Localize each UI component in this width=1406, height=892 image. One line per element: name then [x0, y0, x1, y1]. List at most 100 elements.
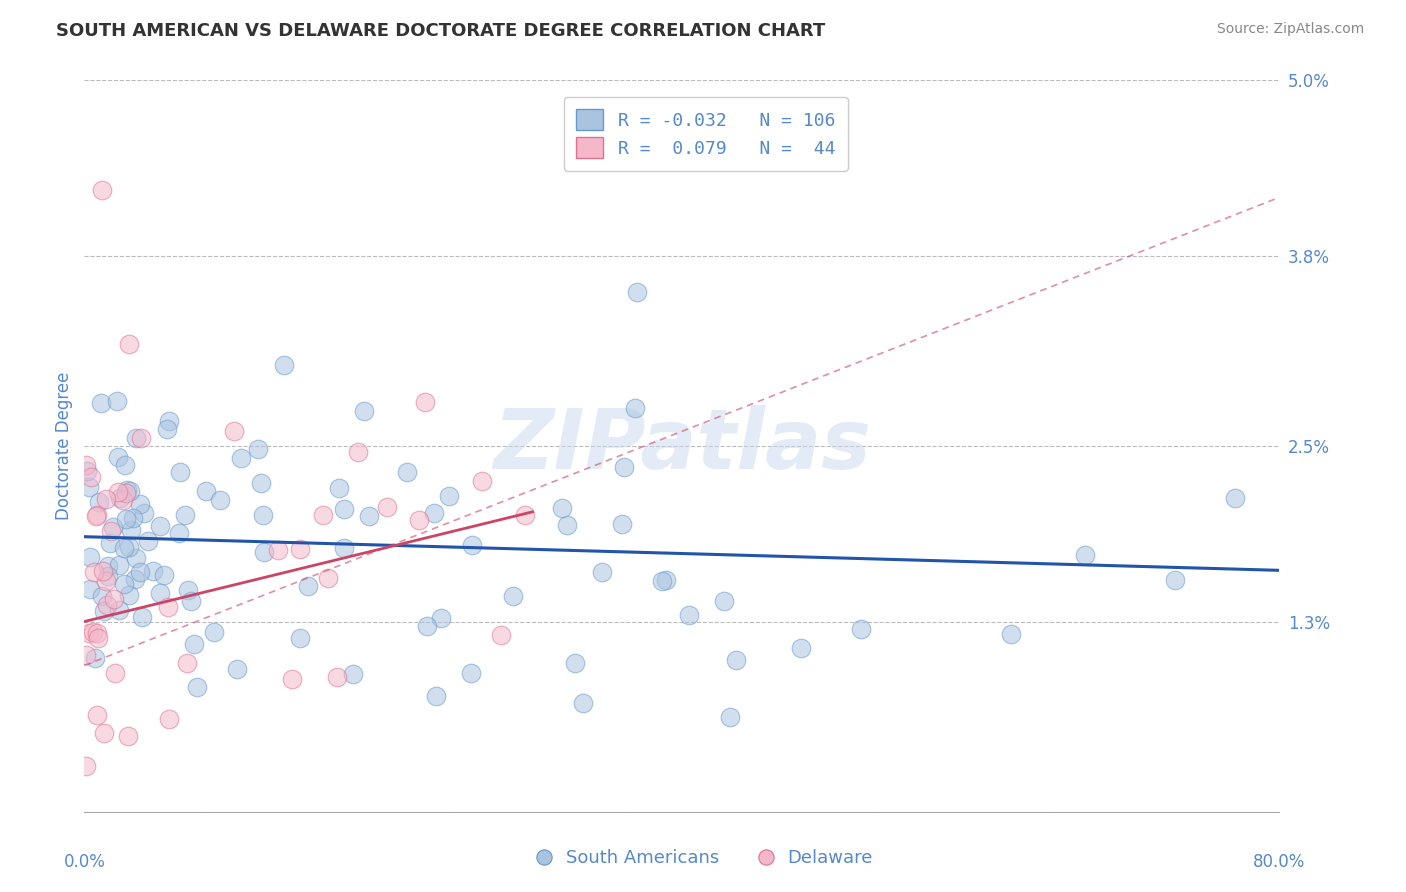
Point [312, 508, 335, 522]
Point [513, 508, 536, 523]
Point [250, 476, 273, 491]
Point [129, 431, 152, 445]
Point [100, 524, 122, 538]
Point [353, 404, 375, 418]
Point [177, 582, 200, 597]
Point [84, 509, 107, 524]
Point [121, 523, 143, 537]
Point [713, 594, 735, 608]
Point [316, 571, 339, 585]
Text: 0.0%: 0.0% [63, 853, 105, 871]
Point [131, 610, 153, 624]
Point [183, 636, 205, 650]
Point [115, 485, 138, 500]
Point [157, 712, 180, 726]
Point [328, 481, 350, 495]
Point [75, 648, 97, 662]
Point [332, 501, 354, 516]
Point [461, 538, 484, 552]
Point [149, 519, 172, 533]
Point [1223, 491, 1246, 505]
Point [104, 665, 127, 680]
Point [1000, 627, 1022, 641]
Point [86, 707, 108, 722]
Point [121, 511, 143, 525]
Point [610, 516, 633, 531]
Point [112, 541, 135, 556]
Point [91, 589, 114, 603]
Point [153, 567, 176, 582]
Point [103, 591, 125, 606]
Point [624, 401, 647, 415]
Point [79, 625, 101, 640]
Point [375, 500, 398, 514]
Point [224, 424, 246, 438]
Point [90, 396, 112, 410]
Text: SOUTH AMERICAN VS DELAWARE DOCTORATE DEGREE CORRELATION CHART: SOUTH AMERICAN VS DELAWARE DOCTORATE DEG… [56, 22, 825, 40]
Point [105, 394, 128, 409]
Point [132, 506, 155, 520]
Point [142, 564, 165, 578]
Point [79, 480, 101, 494]
Point [252, 508, 274, 522]
Legend: South Americans, Delaware: South Americans, Delaware [526, 842, 880, 874]
Point [93, 604, 115, 618]
Point [460, 665, 482, 680]
Point [591, 565, 613, 579]
Point [288, 631, 311, 645]
Point [678, 607, 700, 622]
Point [226, 662, 249, 676]
Point [128, 497, 150, 511]
Point [79, 549, 101, 564]
Point [489, 628, 512, 642]
Point [195, 483, 218, 498]
Point [551, 501, 574, 516]
Point [86, 508, 108, 523]
Point [117, 483, 139, 497]
Point [342, 667, 364, 681]
Point [281, 672, 304, 686]
Point [724, 653, 747, 667]
Point [97, 569, 120, 583]
Point [229, 450, 252, 465]
Point [93, 726, 115, 740]
Point [273, 358, 295, 372]
Point [76, 464, 98, 478]
Point [75, 458, 97, 472]
Point [174, 508, 197, 522]
Point [655, 573, 678, 587]
Point [125, 551, 148, 566]
Point [180, 594, 202, 608]
Y-axis label: Doctorate Degree: Doctorate Degree [55, 372, 73, 520]
Point [1164, 574, 1187, 588]
Point [347, 444, 370, 458]
Point [107, 485, 129, 500]
Point [87, 631, 110, 645]
Point [425, 689, 447, 703]
Point [115, 512, 138, 526]
Point [613, 460, 636, 475]
Point [118, 336, 141, 351]
Point [430, 611, 453, 625]
Point [83, 565, 105, 579]
Point [288, 541, 311, 556]
Point [332, 541, 354, 555]
Point [118, 588, 141, 602]
Point [117, 729, 139, 743]
Point [91, 564, 114, 578]
Point [101, 520, 124, 534]
Point [167, 526, 190, 541]
Point [112, 577, 135, 591]
Point [94, 491, 117, 506]
Point [128, 565, 150, 579]
Point [246, 442, 269, 457]
Point [502, 590, 524, 604]
Point [1074, 548, 1097, 562]
Point [148, 586, 170, 600]
Text: Source: ZipAtlas.com: Source: ZipAtlas.com [1216, 22, 1364, 37]
Point [326, 670, 349, 684]
Point [572, 696, 595, 710]
Point [156, 600, 179, 615]
Point [564, 656, 586, 670]
Point [80, 470, 103, 484]
